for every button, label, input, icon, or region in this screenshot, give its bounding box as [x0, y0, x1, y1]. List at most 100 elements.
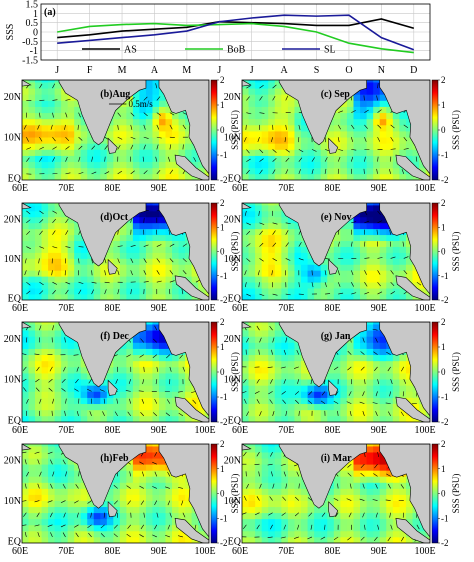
- sss-cell: [146, 501, 153, 507]
- sss-cell: [255, 223, 262, 229]
- sss-cell: [22, 330, 29, 337]
- sss-cell: [55, 513, 62, 519]
- sss-cell: [120, 355, 127, 362]
- sss-cell: [152, 404, 159, 411]
- sss-cell: [55, 488, 62, 494]
- sss-cell: [353, 367, 360, 374]
- sss-cell: [288, 235, 295, 241]
- sss-cell: [262, 100, 269, 107]
- sss-cell: [353, 410, 360, 417]
- sss-cell: [334, 531, 341, 537]
- sss-cell: [255, 276, 262, 282]
- sss-cell: [126, 229, 133, 235]
- sss-cell: [42, 162, 49, 169]
- sss-cell: [327, 276, 334, 282]
- sss-cell: [347, 137, 354, 144]
- sss-cell: [380, 258, 387, 264]
- sss-cell: [380, 247, 387, 253]
- sss-cell: [255, 174, 262, 181]
- legend-label-sl: SL: [324, 45, 336, 56]
- sss-cell: [386, 137, 393, 144]
- sss-cell: [242, 385, 249, 392]
- sss-cell: [48, 355, 55, 362]
- sss-cell: [255, 125, 262, 132]
- sss-cell: [314, 537, 321, 543]
- sss-cell: [380, 385, 387, 392]
- colorbar-tick-label: 2: [441, 75, 446, 85]
- sss-cell: [120, 288, 127, 294]
- sss-cell: [146, 288, 153, 294]
- sss-cell: [22, 507, 29, 513]
- sss-cell: [35, 330, 42, 337]
- sss-cell: [242, 276, 249, 282]
- sss-cell: [347, 488, 354, 494]
- sss-cell: [35, 391, 42, 398]
- sss-cell: [242, 88, 249, 95]
- sss-cell: [242, 416, 249, 423]
- sss-cell: [48, 519, 55, 525]
- sss-cell: [139, 367, 146, 374]
- sss-cell: [347, 162, 354, 169]
- sss-cell: [22, 174, 29, 181]
- sss-cell: [100, 507, 107, 513]
- sss-cell: [61, 264, 68, 270]
- sss-cell: [367, 537, 374, 543]
- sss-cell: [242, 476, 249, 482]
- sss-cell: [340, 241, 347, 247]
- sss-cell: [275, 174, 282, 181]
- sss-cell: [48, 488, 55, 494]
- sss-cell: [275, 379, 282, 386]
- sss-cell: [94, 174, 101, 181]
- sss-cell: [347, 276, 354, 282]
- sss-cell: [249, 211, 256, 217]
- sss-cell: [255, 373, 262, 380]
- sss-cell: [133, 458, 140, 464]
- sss-cell: [166, 294, 173, 300]
- sss-cell: [100, 416, 107, 423]
- sss-cell: [68, 270, 75, 276]
- sss-cell: [393, 361, 400, 368]
- sss-cell: [185, 391, 192, 398]
- sss-cell: [268, 342, 275, 349]
- sss-cell: [334, 416, 341, 423]
- sss-cell: [152, 525, 159, 531]
- sss-cell: [172, 476, 179, 482]
- sss-cell: [152, 361, 159, 368]
- sss-cell: [48, 288, 55, 294]
- sss-cell: [314, 513, 321, 519]
- sss-cell: [340, 131, 347, 138]
- sss-cell: [314, 404, 321, 411]
- panel-a-label: (a): [44, 7, 56, 18]
- sss-cell: [393, 168, 400, 175]
- sss-cell: [55, 367, 62, 374]
- sss-cell: [133, 355, 140, 362]
- sss-cell: [179, 488, 186, 494]
- sss-cell: [268, 174, 275, 181]
- sss-cell: [133, 349, 140, 356]
- sss-cell: [42, 404, 49, 411]
- sss-cell: [94, 294, 101, 300]
- sss-cell: [159, 162, 166, 169]
- sss-cell: [81, 525, 88, 531]
- sss-cell: [249, 385, 256, 392]
- sss-cell: [172, 373, 179, 380]
- sss-cell: [268, 385, 275, 392]
- sss-cell: [179, 241, 186, 247]
- sss-cell: [268, 88, 275, 95]
- sss-cell: [347, 119, 354, 126]
- sss-cell: [146, 252, 153, 258]
- sss-cell: [353, 241, 360, 247]
- sss-cell: [166, 131, 173, 138]
- sss-cell: [301, 391, 308, 398]
- sss-cell: [386, 373, 393, 380]
- sss-cell: [81, 258, 88, 264]
- sss-cell: [268, 519, 275, 525]
- sss-cell: [367, 416, 374, 423]
- sss-cell: [152, 162, 159, 169]
- sss-cell: [120, 252, 127, 258]
- panel-a-month-label: J: [55, 65, 59, 76]
- sss-cell: [68, 288, 75, 294]
- lat-tick-label: 10N: [4, 254, 21, 265]
- sss-cell: [314, 294, 321, 300]
- sss-cell: [68, 379, 75, 386]
